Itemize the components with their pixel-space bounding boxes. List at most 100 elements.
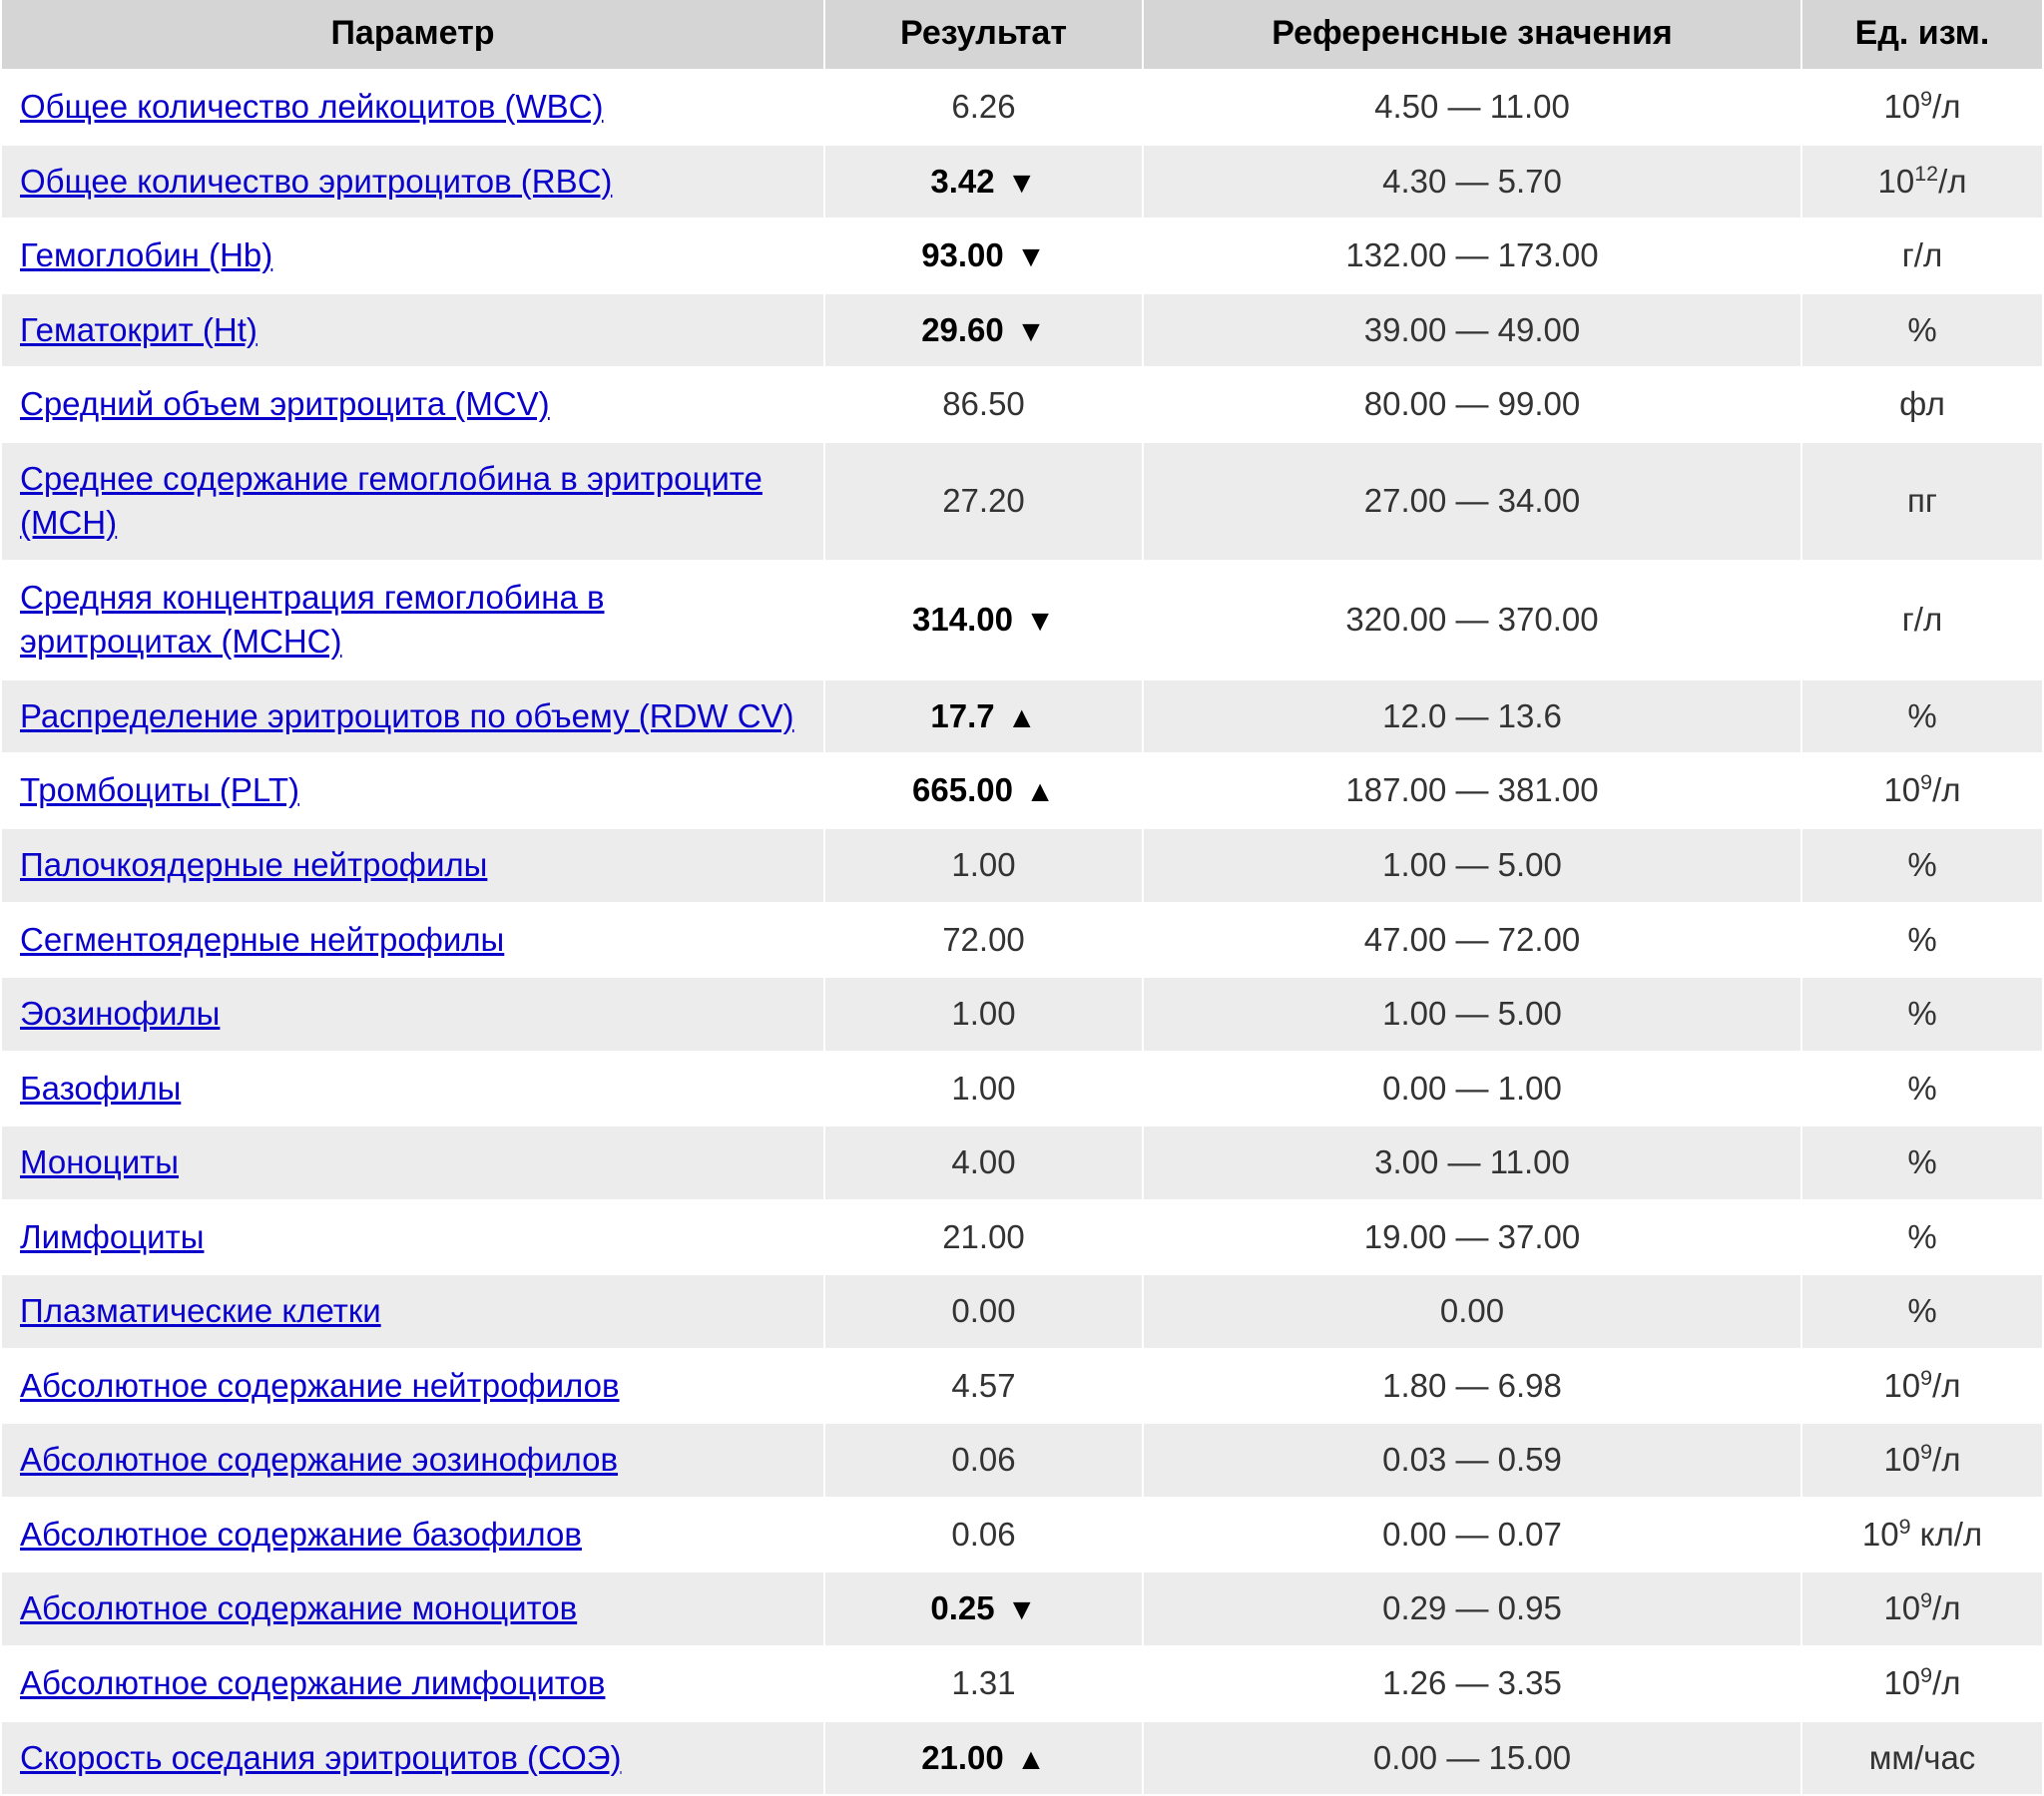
param-link[interactable]: Абсолютное содержание моноцитов (20, 1589, 577, 1626)
result-cell: 17.7 ▲ (824, 679, 1143, 754)
table-row: Среднее содержание гемоглобина в эритроц… (1, 442, 2043, 561)
result-cell: 4.57 (824, 1349, 1143, 1424)
arrow-down-icon: ▼ (1013, 605, 1055, 638)
result-value: 86.50 (942, 385, 1025, 422)
unit-cell: % (1801, 679, 2043, 754)
param-link[interactable]: Эозинофилы (20, 995, 220, 1032)
param-cell: Абсолютное содержание моноцитов (1, 1572, 824, 1646)
param-cell: Средний объем эритроцита (MCV) (1, 367, 824, 442)
param-cell: Среднее содержание гемоглобина в эритроц… (1, 442, 824, 561)
result-cell: 29.60 ▼ (824, 293, 1143, 368)
result-cell: 1.31 (824, 1646, 1143, 1721)
table-row: Гемоглобин (Hb)93.00 ▼132.00 — 173.00г/л (1, 219, 2043, 293)
param-link[interactable]: Лимфоциты (20, 1218, 204, 1255)
reference-cell: 132.00 — 173.00 (1143, 219, 1801, 293)
param-link[interactable]: Сегментоядерные нейтрофилы (20, 921, 504, 958)
table-row: Абсолютное содержание базофилов 0.06 0.00 … (1, 1498, 2043, 1572)
table-row: Средний объем эритроцита (MCV)86.5080.00… (1, 367, 2043, 442)
reference-cell: 1.00 — 5.00 (1143, 828, 1801, 903)
unit-cell: 109/л (1801, 1572, 2043, 1646)
reference-cell: 1.80 — 6.98 (1143, 1349, 1801, 1424)
unit-value: % (1907, 1143, 1936, 1180)
param-cell: Сегментоядерные нейтрофилы (1, 903, 824, 978)
result-value: 72.00 (942, 921, 1025, 958)
param-link[interactable]: Абсолютное содержание базофилов (20, 1516, 582, 1553)
param-link[interactable]: Гемоглобин (Hb) (20, 236, 272, 273)
reference-cell: 12.0 — 13.6 (1143, 679, 1801, 754)
result-cell: 72.00 (824, 903, 1143, 978)
reference-cell: 0.00 — 15.00 (1143, 1721, 1801, 1796)
col-header-reference: Референсные значения (1143, 0, 1801, 70)
unit-cell: 109/л (1801, 1349, 2043, 1424)
param-cell: Распределение эритроцитов по объему (RDW… (1, 679, 824, 754)
param-link[interactable]: Распределение эритроцитов по объему (RDW… (20, 697, 794, 734)
param-link[interactable]: Абсолютное содержание эозинофилов (20, 1441, 618, 1478)
param-link[interactable]: Средняя концентрация гемоглобина в эритр… (20, 579, 605, 661)
param-link[interactable]: Плазматические клетки (20, 1292, 381, 1329)
param-link[interactable]: Среднее содержание гемоглобина в эритроц… (20, 460, 763, 542)
result-value: 1.00 (951, 846, 1015, 883)
param-cell: Плазматические клетки (1, 1274, 824, 1349)
unit-value: % (1907, 921, 1936, 958)
param-link[interactable]: Общее количество лейкоцитов (WBC) (20, 88, 604, 125)
unit-value: % (1907, 311, 1936, 348)
table-row: Скорость оседания эритроцитов (СОЭ)21.00… (1, 1721, 2043, 1796)
param-link[interactable]: Скорость оседания эритроцитов (СОЭ) (20, 1739, 622, 1776)
param-cell: Гематокрит (Ht) (1, 293, 824, 368)
unit-value: % (1907, 1070, 1936, 1107)
arrow-up-icon: ▲ (1013, 775, 1055, 808)
unit-cell: фл (1801, 367, 2043, 442)
col-header-result: Результат (824, 0, 1143, 70)
result-cell: 0.06 (824, 1498, 1143, 1572)
result-value: 0.25 (930, 1589, 994, 1626)
unit-value: фл (1899, 385, 1945, 422)
col-header-param: Параметр (1, 0, 824, 70)
reference-cell: 0.00 — 0.07 (1143, 1498, 1801, 1572)
result-cell: 1.00 (824, 977, 1143, 1052)
reference-cell: 0.03 — 0.59 (1143, 1423, 1801, 1498)
param-cell: Абсолютное содержание нейтрофилов (1, 1349, 824, 1424)
param-link[interactable]: Средний объем эритроцита (MCV) (20, 385, 550, 422)
param-cell: Гемоглобин (Hb) (1, 219, 824, 293)
param-cell: Тромбоциты (PLT) (1, 753, 824, 828)
param-cell: Абсолютное содержание эозинофилов (1, 1423, 824, 1498)
unit-cell: г/л (1801, 561, 2043, 679)
unit-value: % (1907, 697, 1936, 734)
unit-cell: мм/час (1801, 1721, 2043, 1796)
param-link[interactable]: Абсолютное содержание лимфоцитов (20, 1664, 605, 1701)
reference-cell: 1.00 — 5.00 (1143, 977, 1801, 1052)
param-link[interactable]: Палочкоядерные нейтрофилы (20, 846, 487, 883)
param-link[interactable]: Общее количество эритроцитов (RBC) (20, 163, 612, 200)
unit-value: 109/л (1883, 1367, 1960, 1404)
table-row: Палочкоядерные нейтрофилы 1.00 1.00 — 5.00… (1, 828, 2043, 903)
unit-cell: 109/л (1801, 1423, 2043, 1498)
arrow-up-icon: ▲ (1004, 1743, 1046, 1776)
result-value: 93.00 (921, 236, 1004, 273)
result-value: 21.00 (942, 1218, 1025, 1255)
result-value: 17.7 (930, 697, 994, 734)
unit-value: % (1907, 1292, 1936, 1329)
param-link[interactable]: Моноциты (20, 1143, 179, 1180)
result-cell: 1.00 (824, 1052, 1143, 1126)
param-link[interactable]: Тромбоциты (PLT) (20, 771, 299, 808)
param-link[interactable]: Гематокрит (Ht) (20, 311, 257, 348)
reference-cell: 320.00 — 370.00 (1143, 561, 1801, 679)
param-link[interactable]: Абсолютное содержание нейтрофилов (20, 1367, 620, 1404)
unit-cell: 109 кл/л (1801, 1498, 2043, 1572)
result-value: 3.42 (930, 163, 994, 200)
result-cell: 3.42 ▼ (824, 145, 1143, 220)
result-value: 1.00 (951, 1070, 1015, 1107)
result-value: 6.26 (951, 88, 1015, 125)
result-cell: 4.00 (824, 1125, 1143, 1200)
result-cell: 21.00 (824, 1200, 1143, 1275)
unit-value: % (1907, 995, 1936, 1032)
unit-value: 109/л (1883, 1589, 1960, 1626)
reference-cell: 19.00 — 37.00 (1143, 1200, 1801, 1275)
table-row: Плазматические клетки0.000.00% (1, 1274, 2043, 1349)
table-row: Общее количество лейкоцитов (WBC)6.264.5… (1, 70, 2043, 145)
param-cell: Абсолютное содержание базофилов (1, 1498, 824, 1572)
result-value: 1.31 (951, 1664, 1015, 1701)
param-link[interactable]: Базофилы (20, 1070, 181, 1107)
result-value: 0.06 (951, 1516, 1015, 1553)
table-row: Базофилы1.000.00 — 1.00% (1, 1052, 2043, 1126)
